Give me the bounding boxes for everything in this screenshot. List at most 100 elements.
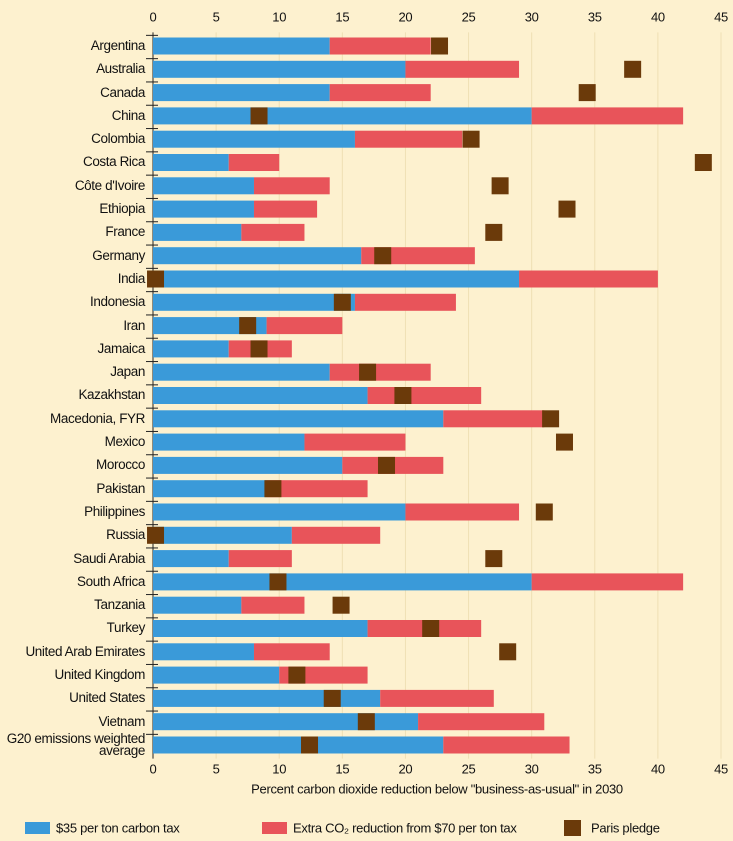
x-tick-label-bottom: 20 [399, 761, 413, 776]
y-tick-label: Pakistan [96, 480, 145, 496]
bar-segment [153, 480, 267, 498]
bar-segment [153, 293, 355, 311]
pledge-marker [147, 526, 165, 544]
pledge-marker [485, 223, 503, 241]
bar-segment [153, 270, 520, 288]
bar-segment [443, 410, 545, 428]
bar-segment [531, 107, 684, 125]
x-tick-label-bottom: 45 [714, 761, 728, 776]
bar-segment [519, 270, 658, 288]
y-tick-label: France [105, 224, 145, 240]
bar-segment [266, 317, 343, 335]
legend-label: Paris pledge [591, 820, 660, 835]
pledge-marker [250, 107, 268, 125]
pledge-marker [250, 340, 268, 358]
bar-segment [153, 643, 254, 661]
bar-segment [153, 223, 242, 241]
x-tick-label-top: 30 [525, 9, 539, 24]
bar-segment [228, 154, 280, 171]
y-tick-label: Russia [106, 527, 145, 543]
y-tick-label: Indonesia [90, 294, 145, 310]
pledge-marker [542, 410, 560, 428]
bar-segment [329, 84, 431, 102]
bar-segment [153, 573, 532, 591]
pledge-marker [288, 666, 306, 684]
pledge-marker [301, 736, 319, 754]
bar-segment [153, 550, 229, 568]
x-tick-label-bottom: 10 [272, 761, 286, 776]
bar-segment [354, 130, 463, 148]
bar-segment [153, 526, 292, 544]
x-tick-label-bottom: 35 [588, 761, 602, 776]
bar-segment [253, 643, 330, 661]
pledge-marker [558, 200, 576, 218]
bar-segment [153, 107, 532, 125]
bar-segment [405, 503, 520, 521]
x-tick-label-top: 0 [150, 9, 157, 24]
y-tick-label: Argentina [90, 37, 146, 53]
pledge-marker [264, 480, 282, 498]
x-tick-label-top: 40 [651, 9, 665, 24]
x-tick-label-top: 15 [335, 9, 349, 24]
y-tick-label: South Africa [77, 573, 145, 589]
pledge-marker [485, 550, 503, 568]
y-tick-label: Côte d'Ivoire [74, 177, 146, 193]
bar-segment [153, 620, 368, 637]
bar-segment [153, 456, 343, 474]
pledge-marker [269, 573, 287, 591]
bar-segment [153, 340, 229, 358]
pledge-marker [394, 387, 412, 404]
bar-segment [153, 666, 280, 684]
bar-segment [367, 387, 482, 404]
y-tick-label: Jamaica [97, 340, 146, 356]
legend-swatch [25, 822, 50, 834]
bar-segment [253, 177, 330, 195]
pledge-marker [422, 620, 440, 637]
bar-segment [531, 573, 684, 591]
x-tick-label-bottom: 40 [651, 761, 665, 776]
pledge-marker [624, 60, 642, 78]
bar-segment [329, 37, 431, 55]
y-tick-label: United States [69, 690, 145, 706]
y-tick-label: United Kingdom [54, 667, 146, 683]
bar-segment [153, 713, 419, 731]
pledge-marker [359, 363, 377, 381]
y-tick-label: India [117, 270, 146, 286]
legend-label: $35 per ton carbon tax [56, 820, 180, 835]
pledge-marker [578, 84, 596, 102]
x-tick-label-bottom: 0 [150, 761, 157, 776]
y-tick-label: Morocco [96, 457, 145, 473]
x-tick-label-top: 20 [399, 9, 413, 24]
pledge-marker [462, 130, 480, 148]
y-tick-label: Canada [100, 84, 145, 100]
pledge-marker [239, 317, 257, 335]
bar-segment [153, 37, 330, 55]
bar-segment [153, 247, 362, 265]
y-tick-label: United Arab Emirates [25, 643, 145, 659]
pledge-marker [491, 177, 509, 195]
y-tick-label: Colombia [91, 131, 145, 147]
bar-segment [354, 293, 456, 311]
bar-segment [228, 550, 292, 568]
bar-segment [329, 363, 431, 381]
x-tick-label-bottom: 25 [462, 761, 476, 776]
pledge-marker [323, 689, 341, 707]
bar-segment [153, 154, 229, 171]
x-tick-label-bottom: 30 [525, 761, 539, 776]
bar-segment [153, 130, 355, 148]
y-tick-label: Vietnam [98, 713, 146, 729]
y-tick-label: Germany [92, 247, 145, 263]
pledge-marker [374, 247, 392, 265]
y-tick-label: Macedonia, FYR [50, 410, 145, 426]
bar-segment [153, 736, 444, 754]
y-tick-label: Mexico [104, 434, 146, 450]
pledge-marker [555, 433, 573, 451]
y-tick-label: Kazakhstan [78, 387, 145, 403]
x-tick-label-top: 5 [213, 9, 220, 24]
bar-segment [153, 200, 254, 218]
y-tick-label: Philippines [84, 503, 145, 519]
bar-segment [153, 363, 330, 381]
y-tick-label: G20 emissions weighted average [6, 731, 146, 758]
y-tick-label: Saudi Arabia [73, 550, 145, 566]
bar-segment [291, 526, 381, 544]
